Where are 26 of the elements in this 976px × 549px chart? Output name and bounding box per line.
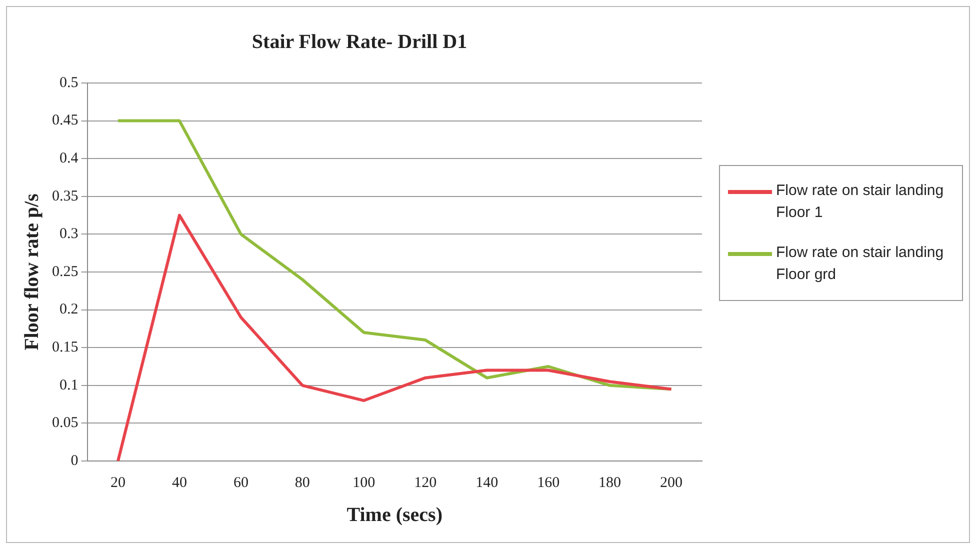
y-tick-label: 0.1 (60, 377, 78, 394)
x-tick-label: 200 (660, 474, 683, 491)
y-tick-label: 0.15 (52, 340, 78, 356)
x-tick-label: 60 (233, 474, 248, 491)
x-tick-label: 40 (172, 474, 187, 491)
x-tick-label: 160 (537, 474, 560, 491)
x-tick-label: 140 (476, 474, 498, 491)
x-tick-label: 120 (414, 474, 437, 491)
x-axis-title: Time (secs) (346, 504, 442, 526)
x-tick-label: 100 (352, 474, 376, 491)
y-tick-label: 0.45 (52, 112, 78, 129)
x-tick-label: 80 (294, 474, 310, 491)
y-tick-label: 0.05 (52, 415, 78, 432)
x-tick-label: 180 (598, 474, 622, 491)
y-tick-label: 0.3 (60, 226, 78, 242)
y-axis-title: Floor flow rate p/s (21, 193, 44, 350)
y-tick-label: 0.35 (52, 188, 78, 204)
y-tick-label: 0.25 (52, 264, 78, 280)
y-tick-label: 0 (70, 452, 78, 469)
x-tick-label: 20 (110, 474, 126, 491)
y-tick-label: 0.2 (60, 302, 78, 318)
chart-title: Stair Flow Rate- Drill D1 (252, 31, 468, 54)
legend-label: Flow rate on stair landing Floor 1 (776, 181, 945, 223)
y-tick-label: 0.5 (60, 74, 78, 91)
legend-label: Flow rate on stair landing Floor grd (776, 243, 945, 285)
y-tick-label: 0.4 (60, 150, 79, 167)
